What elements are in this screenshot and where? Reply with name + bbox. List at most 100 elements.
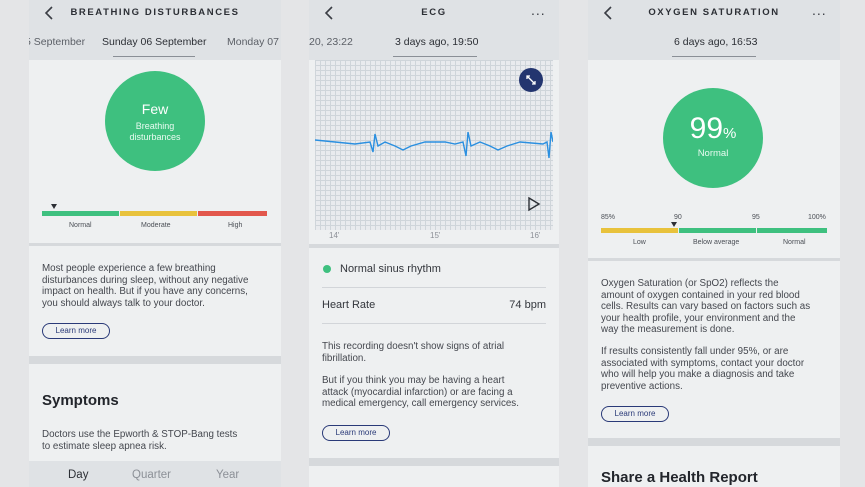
ecg-screen: ECG ... 20, 23:22 3 days ago, 19:50 14' … [309,0,559,487]
active-date-underline [113,56,195,57]
active-measurement-underline [672,56,756,57]
tab-quarter[interactable]: Quarter [132,469,171,481]
divider [588,438,840,446]
row-divider [322,323,546,324]
heart-rate-value: 74 bpm [509,299,546,311]
scale-normal-segment [757,228,827,233]
period-tabs: Day Quarter Year [29,461,281,487]
info-paragraph: Most people experience a few breathing d… [42,263,278,309]
spo2-reading: 99% [663,112,763,146]
symptoms-paragraph: Doctors use the Epworth & STOP-Bang test… [42,429,278,452]
divider [309,458,559,466]
expand-button[interactable] [519,68,543,92]
spo2-unit: % [723,125,737,142]
scale-label-low: Low [633,239,646,246]
active-recording-underline [393,56,477,57]
divider [29,243,281,246]
spo2-info-line: your health profile, your environment an… [601,312,796,324]
learn-more-button[interactable]: Learn more [601,406,669,422]
tab-day[interactable]: Day [68,469,89,481]
learn-more-button[interactable]: Learn more [42,323,110,339]
emergency-line: attack (myocardial infarction) or are fa… [322,386,513,398]
scale-high-segment [198,211,267,216]
time-label: 15' [430,231,441,240]
header: ECG ... 20, 23:22 3 days ago, 19:50 [309,0,559,60]
spo2-advice-line: associated with symptoms, contact your d… [601,357,805,369]
play-icon[interactable] [527,196,541,212]
recording-prev[interactable]: 20, 23:22 [309,36,353,48]
scale-tick-100: 100% [808,214,826,221]
score-circle: Few Breathing disturbances [105,71,205,171]
spo2-info-line: way the measurement is done. [601,324,735,335]
scale-label-normal: Normal [783,239,806,246]
date-current[interactable]: Sunday 06 September [102,36,207,48]
scale-label-high: High [228,222,243,229]
back-arrow-icon[interactable] [602,5,616,21]
spo2-advice-line: who will help you make a diagnosis and t… [601,369,795,380]
nav-row: OXYGEN SATURATION ... [588,0,840,26]
back-arrow-icon[interactable] [323,5,337,21]
date-prev[interactable]: 5 September [29,36,86,48]
learn-more-button[interactable]: Learn more [322,425,390,441]
divider [309,244,559,248]
afib-paragraph: This recording doesn't show signs of atr… [322,341,550,364]
spo2-value: 99 [689,112,724,145]
breathing-disturbances-screen: BREATHING DISTURBANCES 5 September Sunda… [29,0,281,487]
scale-tick-85: 85% [601,214,616,221]
scale-label-below-average: Below average [693,239,740,246]
header: BREATHING DISTURBANCES 5 September Sunda… [29,0,281,60]
oxygen-saturation-screen: OXYGEN SATURATION ... 6 days ago, 16:53 … [588,0,840,487]
score-sub-line2: disturbances [129,132,181,142]
scale-below-average-segment [679,228,756,233]
scale-moderate-segment [120,211,197,216]
spo2-circle: 99% Normal [663,88,763,188]
spo2-info-line: cells. Results can vary based on factors… [601,301,811,312]
ecg-chart[interactable] [315,60,553,230]
date-selector: 5 September Sunday 06 September Monday 0… [29,31,281,57]
symptoms-line: Doctors use the Epworth & STOP-Bang test… [42,429,238,440]
emergency-line: medical emergency, call emergency servic… [322,398,519,409]
time-label: 14' [329,231,340,240]
spo2-advice-line: preventive actions. [601,380,683,392]
scale-normal-segment [42,211,119,216]
rhythm-result: Normal sinus rhythm [340,263,441,275]
more-options-icon[interactable]: ... [531,2,546,18]
date-next[interactable]: Monday 07 [227,36,279,48]
tab-year[interactable]: Year [216,469,240,481]
spo2-status: Normal [697,148,729,159]
recording-selector: 20, 23:22 3 days ago, 19:50 [309,31,559,57]
scale-low-segment [601,228,678,233]
symptoms-line: to estimate sleep apnea risk. [42,440,167,452]
info-line: Most people experience a few breathing [42,263,216,274]
status-dot-icon [323,265,331,273]
scale-tick-90: 90 [674,214,682,221]
spo2-info-paragraph: Oxygen Saturation (or SpO2) reflects the… [601,278,837,336]
scale-label-normal: Normal [69,222,92,229]
spo2-advice-line: If results consistently fall under 95%, … [601,346,789,357]
level-marker [51,204,57,209]
emergency-paragraph: But if you think you may be having a hea… [322,375,550,410]
nav-row: ECG ... [309,0,559,26]
scale-label-moderate: Moderate [141,222,171,229]
share-report-heading[interactable]: Share a Health Report [601,469,758,486]
spo2-info-line: amount of oxygen contained in your red b… [601,289,800,301]
recording-current[interactable]: 3 days ago, 19:50 [395,36,479,48]
divider [29,356,281,364]
spo2-advice-paragraph: If results consistently fall under 95%, … [601,346,837,392]
more-options-icon[interactable]: ... [812,2,827,18]
page-title: BREATHING DISTURBANCES [70,7,240,18]
row-divider [322,287,546,288]
info-line: you should always talk to your doctor. [42,297,205,309]
measurement-selector: 6 days ago, 16:53 [588,31,840,57]
afib-line: This recording doesn't show signs of atr… [322,341,505,352]
page-title: OXYGEN SATURATION [648,7,780,18]
measurement-current[interactable]: 6 days ago, 16:53 [674,36,758,48]
scale-tick-95: 95 [752,214,760,221]
emergency-line: But if you think you may be having a hea… [322,375,505,386]
back-arrow-icon[interactable] [43,5,57,21]
spo2-info-line: Oxygen Saturation (or SpO2) reflects the [601,278,779,289]
symptoms-heading: Symptoms [42,392,119,409]
level-marker [671,222,677,227]
ecg-waveform [315,131,553,159]
header: OXYGEN SATURATION ... 6 days ago, 16:53 [588,0,840,60]
